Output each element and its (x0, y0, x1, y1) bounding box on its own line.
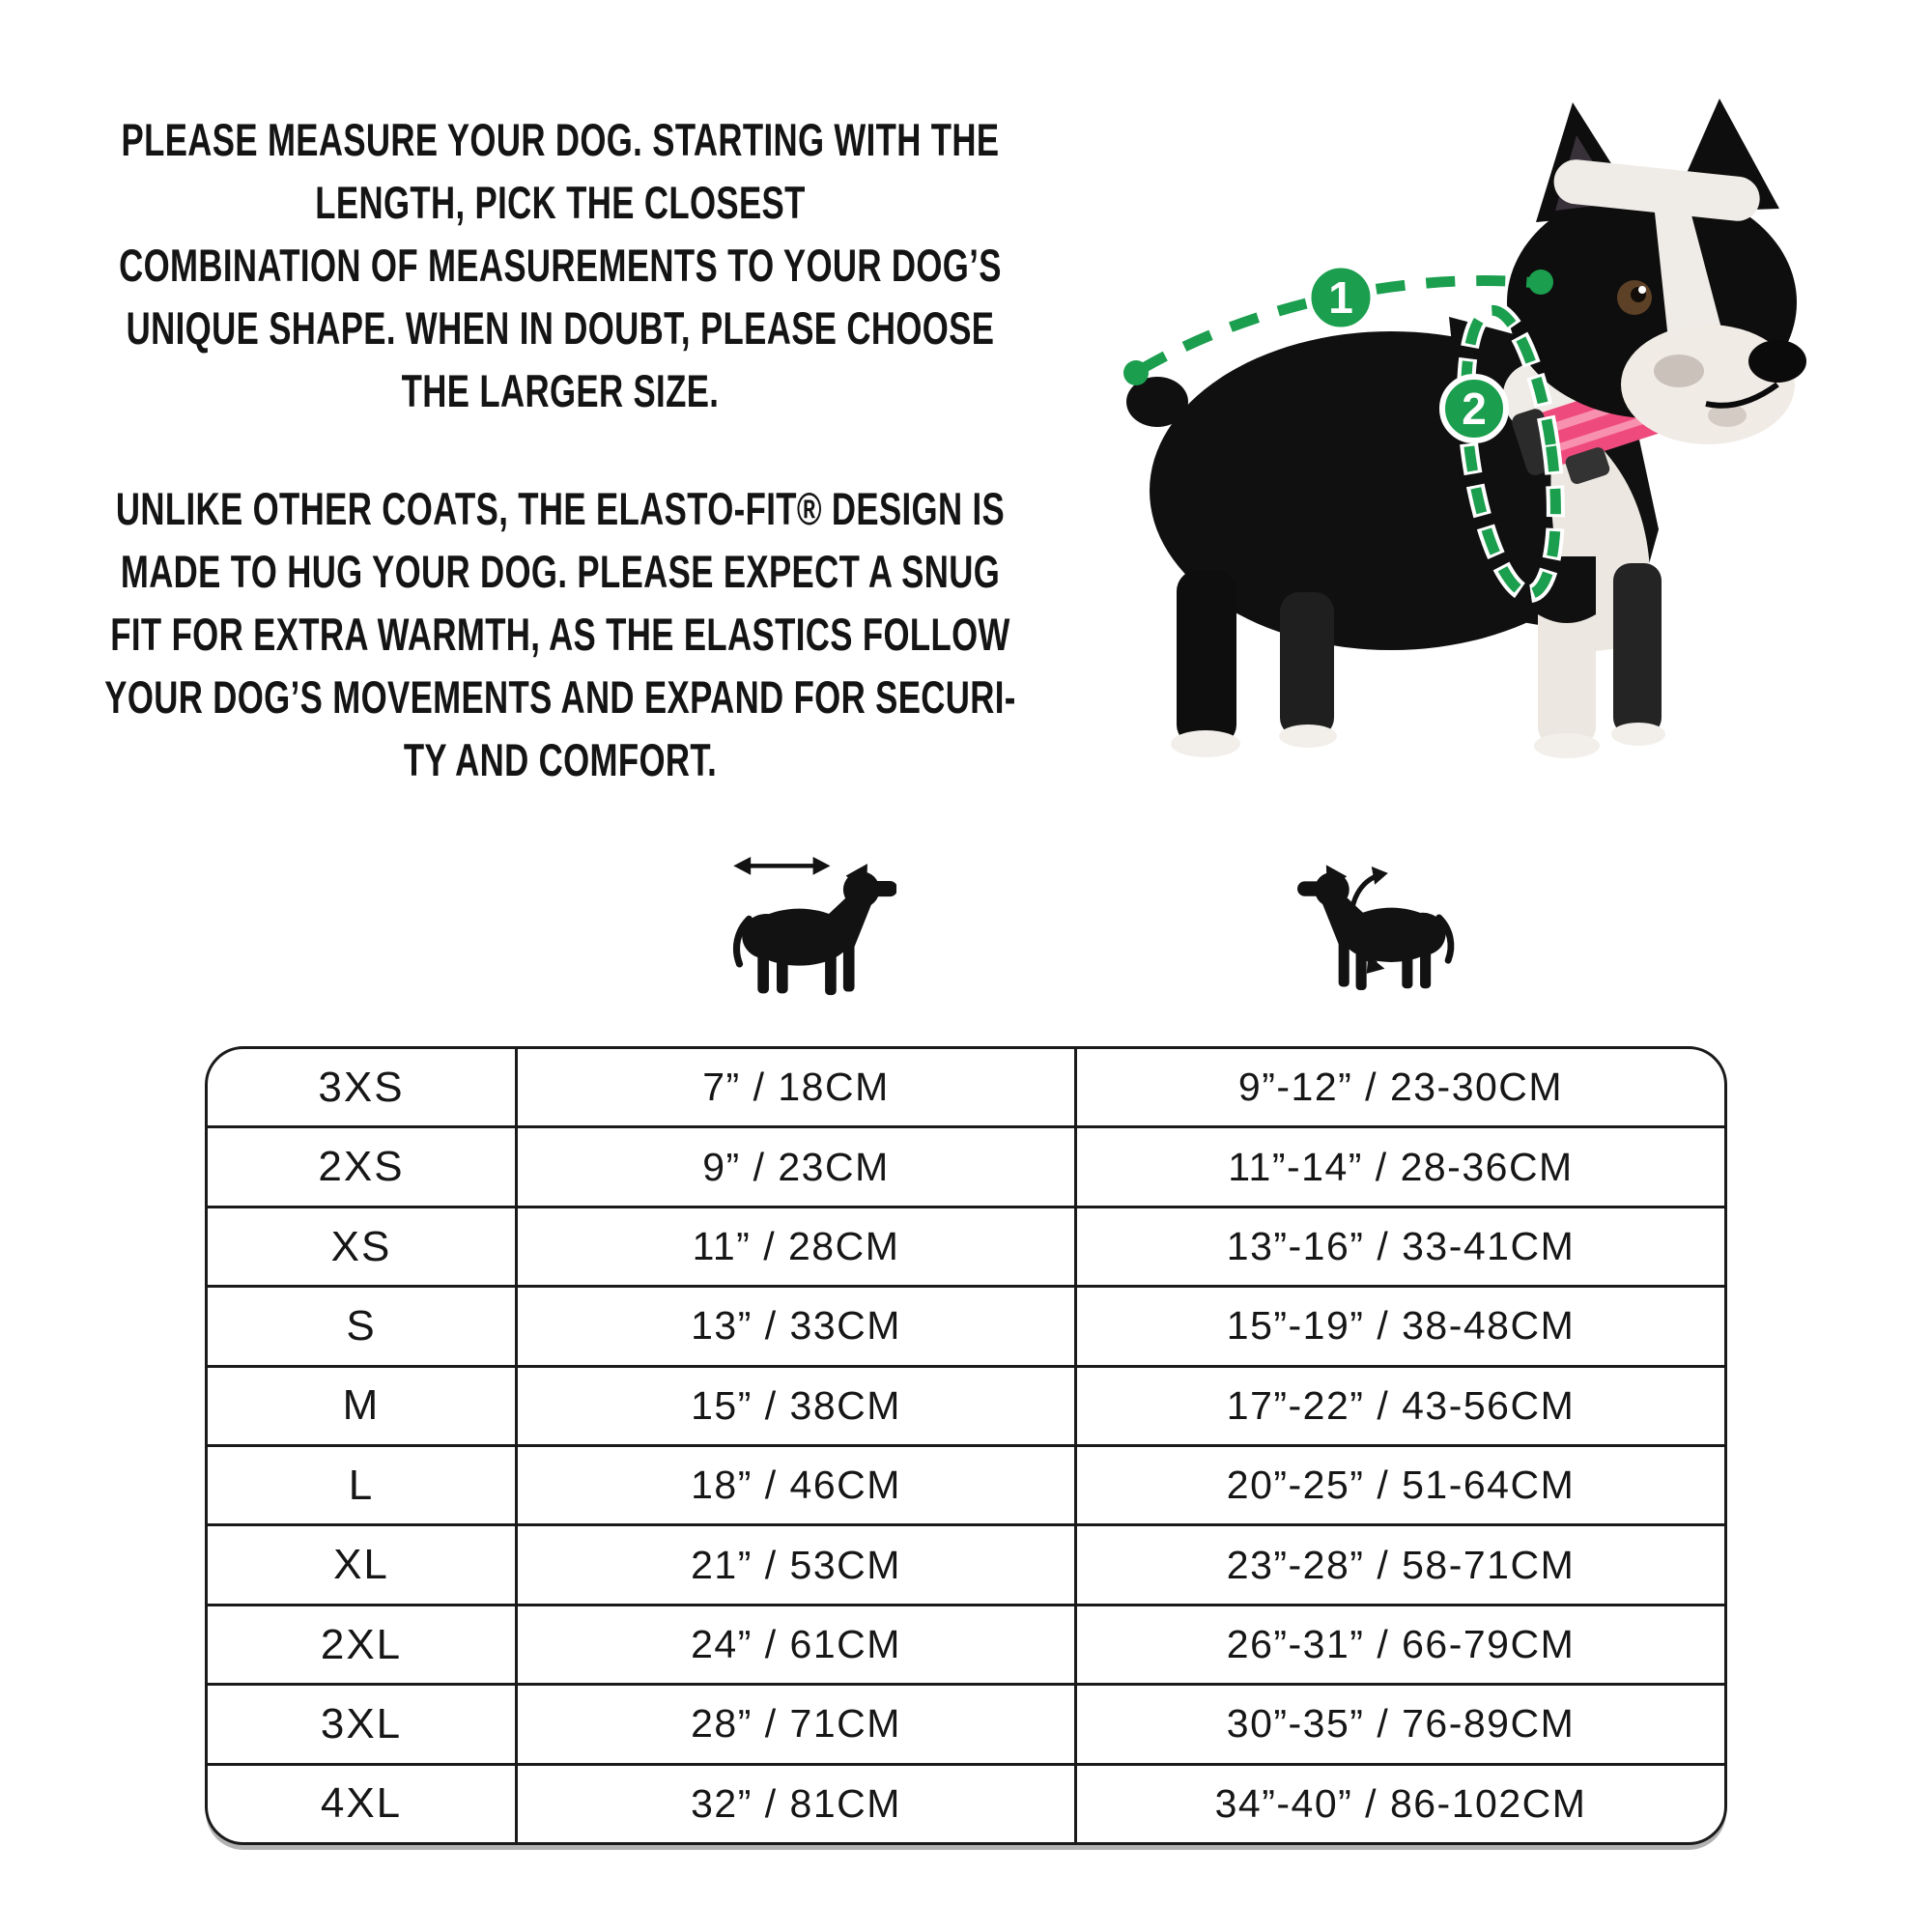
dog-measurement-photo: 1 2 (1101, 75, 1855, 781)
instructions-paragraph-1: PLEASE MEASURE YOUR DOG. STARTING WITH T… (101, 108, 1019, 422)
length-cell: 24” / 61CM (515, 1605, 1074, 1684)
length-cell: 28” / 71CM (515, 1686, 1074, 1763)
instructions-line: FIT FOR EXTRA WARMTH, AS THE ELASTICS FO… (110, 609, 1010, 660)
size-cell: 3XL (320, 1699, 403, 1747)
size-cell: 4XL (320, 1779, 403, 1828)
size-cell: XS (330, 1222, 392, 1270)
length-cell: 15” / 38CM (515, 1367, 1074, 1445)
dog-length-icon (723, 848, 896, 1012)
length-cell: 32” / 81CM (515, 1765, 1074, 1842)
instructions-line: LENGTH, PICK THE CLOSEST (315, 177, 806, 228)
size-cell: 3XS (318, 1063, 405, 1111)
instructions-line: TY AND COMFORT. (403, 734, 718, 785)
measuring-instructions: PLEASE MEASURE YOUR DOG. STARTING WITH T… (101, 108, 1019, 791)
instructions-line: PLEASE MEASURE YOUR DOG. STARTING WITH T… (121, 114, 1000, 165)
size-table-row: L 18” / 46CM 20”-25” / 51-64CM (208, 1444, 1724, 1524)
instructions-paragraph-2: UNLIKE OTHER COATS, THE ELASTO-FIT® DESI… (101, 477, 1019, 791)
measurement-marker-2: 2 (1439, 374, 1509, 443)
size-table: 3XS 7” / 18CM 9”-12” / 23-30CM 2XS 9” / … (205, 1046, 1727, 1845)
girth-cell: 9”-12” / 23-30CM (1074, 1049, 1724, 1126)
length-cell: 21” / 53CM (515, 1526, 1074, 1604)
size-table-row: 3XS 7” / 18CM 9”-12” / 23-30CM (208, 1049, 1724, 1126)
dog-girth-icon (1287, 850, 1476, 1007)
dog-eye (1617, 280, 1652, 315)
length-cell: 11” / 28CM (515, 1208, 1074, 1286)
girth-cell: 23”-28” / 58-71CM (1074, 1526, 1724, 1604)
girth-cell: 11”-14” / 28-36CM (1074, 1128, 1724, 1206)
girth-loop-arrow-icon (1349, 867, 1388, 974)
size-table-row: XL 21” / 53CM 23”-28” / 58-71CM (208, 1523, 1724, 1604)
length-measure-line: 1 (1123, 263, 1553, 385)
instructions-line: UNLIKE OTHER COATS, THE ELASTO-FIT® DESI… (115, 483, 1006, 534)
measuring-instructions-text: PLEASE MEASURE YOUR DOG. STARTING WITH T… (101, 108, 1019, 791)
size-table-row: M 15” / 38CM 17”-22” / 43-56CM (208, 1364, 1724, 1445)
instructions-line: UNIQUE SHAPE. WHEN IN DOUBT, PLEASE CHOO… (126, 302, 995, 354)
size-cell: S (346, 1301, 377, 1350)
girth-cell: 26”-31” / 66-79CM (1074, 1605, 1724, 1684)
size-cell: 2XS (318, 1143, 405, 1191)
size-cell: M (342, 1381, 381, 1430)
girth-measure-ellipse (1457, 300, 1565, 604)
girth-cell: 20”-25” / 51-64CM (1074, 1447, 1724, 1524)
size-cell: L (348, 1461, 375, 1509)
measurement-marker-1 (1306, 263, 1376, 332)
length-cell: 13” / 33CM (515, 1288, 1074, 1365)
length-cell: 9” / 23CM (515, 1128, 1074, 1206)
measurement-marker-2-label: 2 (1462, 384, 1487, 434)
girth-cell: 13”-16” / 33-41CM (1074, 1208, 1724, 1286)
girth-cell: 30”-35” / 76-89CM (1074, 1686, 1724, 1763)
size-table-row: 2XL 24” / 61CM 26”-31” / 66-79CM (208, 1603, 1724, 1684)
instructions-line: MADE TO HUG YOUR DOG. PLEASE EXPECT A SN… (120, 546, 1001, 597)
girth-cell: 34”-40” / 86-102CM (1074, 1765, 1724, 1842)
length-arrow-icon (733, 856, 831, 875)
girth-cell: 15”-19” / 38-48CM (1074, 1288, 1724, 1365)
girth-cell: 17”-22” / 43-56CM (1074, 1367, 1724, 1445)
size-table-row: 2XS 9” / 23CM 11”-14” / 28-36CM (208, 1125, 1724, 1206)
size-table-row: 4XL 32” / 81CM 34”-40” / 86-102CM (208, 1762, 1724, 1842)
instructions-line: COMBINATION OF MEASUREMENTS TO YOUR DOG’… (119, 240, 1002, 291)
instructions-line: YOUR DOG’S MOVEMENTS AND EXPAND FOR SECU… (104, 671, 1016, 723)
size-table-row: XS 11” / 28CM 13”-16” / 33-41CM (208, 1205, 1724, 1286)
dog-nose (1748, 340, 1806, 383)
size-table-row: S 13” / 33CM 15”-19” / 38-48CM (208, 1285, 1724, 1365)
size-cell: XL (333, 1541, 389, 1589)
instructions-line: THE LARGER SIZE. (401, 365, 720, 416)
size-table-row: 3XL 28” / 71CM 30”-35” / 76-89CM (208, 1683, 1724, 1763)
length-cell: 7” / 18CM (515, 1049, 1074, 1126)
measurement-marker-1-label: 1 (1328, 272, 1353, 323)
size-cell: 2XL (320, 1620, 403, 1668)
length-cell: 18” / 46CM (515, 1447, 1074, 1524)
boston-terrier-photo-illustration: 1 2 (1123, 99, 1806, 758)
